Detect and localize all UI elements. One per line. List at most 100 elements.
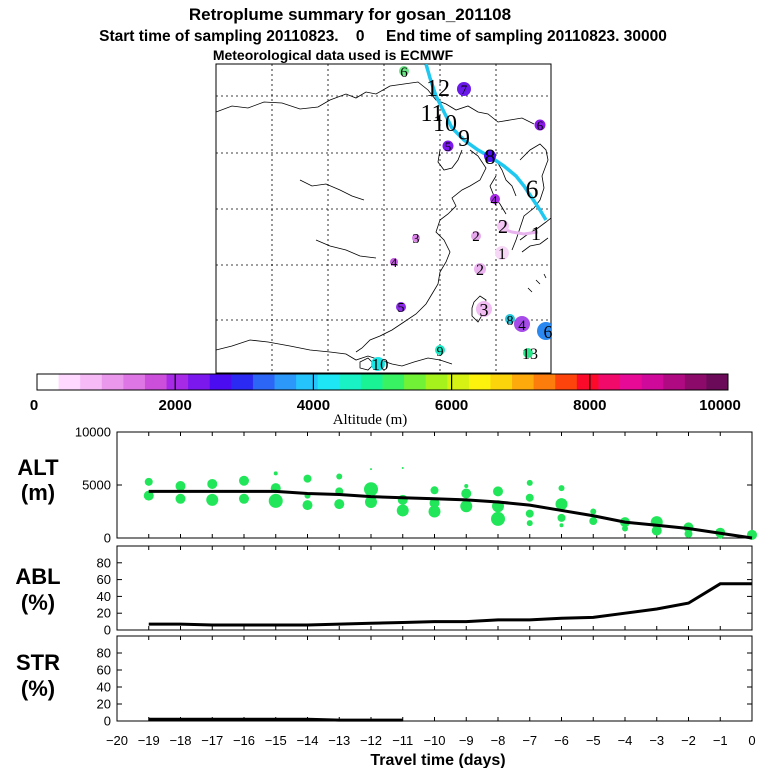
x-tick-label: −5 [586,733,601,748]
map-panel: 6 12 7 11 10 9 6 8 5 6 4 2 3 2 1 1 4 2 5… [215,63,553,374]
alt-panel-scatter-point [461,488,472,499]
alt-panel-series-line [148,489,753,540]
map-coastlines [216,81,551,371]
x-tick-label: −7 [522,733,537,748]
str-panel-ytick-label: 20 [97,697,111,712]
colorbar-segment [447,374,470,390]
map-marker [435,345,445,355]
map-label: 1 [531,223,541,245]
map-marker [390,258,398,266]
map-marker [471,231,481,241]
alt-panel-scatter-point [460,500,473,513]
colorbar-segment [490,374,513,390]
map-marker [523,348,533,358]
map-label: 2 [476,262,484,279]
x-tick-label: −18 [169,733,191,748]
map-marker [484,150,496,162]
colorbar-segment [360,374,383,390]
alt-panel-scatter-point [396,504,409,517]
alt-panel-scatter-point [559,523,564,528]
colorbar-tick-label: 6000 [435,397,468,414]
map-marker [399,66,409,76]
alt-panel-scatter-point [491,511,505,526]
alt-panel-scatter-point [526,520,533,527]
x-tick-label: −3 [649,733,664,748]
x-tick-label: −12 [360,733,382,748]
map-label: 6 [537,118,544,133]
map-gridlines [216,64,551,373]
x-tick-label: −6 [554,733,569,748]
alt-panel-scatter-point [365,495,377,508]
alt-panel-scatter-point [239,475,249,486]
alt-panel-scatter-point [175,493,186,504]
map-label: 2 [472,229,480,245]
colorbar-segment [512,374,535,390]
x-tick-label: −10 [423,733,445,748]
alt-panel-scatter-point [651,525,662,536]
x-tick-label: −4 [618,733,633,748]
alt-panel-scatter-point [239,493,249,504]
alt-panel-scatter-point [273,471,278,476]
colorbar-frame [36,373,729,391]
colorbar-segment [274,374,297,390]
map-marker [537,322,551,340]
colorbar-segment [296,374,319,390]
colorbar-segment [533,374,556,390]
colorbar-tick-label: 2000 [159,397,192,414]
colorbar-segment [58,374,81,390]
map-label: 9 [458,126,470,152]
map-label: 4 [491,194,498,209]
map-label: 10 [372,355,389,374]
alt-panel-ylabel-unit: (m) [21,480,55,505]
colorbar-segment [425,374,448,390]
abl-panel-ytick-label: 80 [97,555,111,570]
map-label: 5 [398,301,405,316]
x-tick-label: −15 [265,733,287,748]
str-panel-ytick-label: 40 [97,680,111,695]
map-label: 6 [544,322,553,342]
alt-panel-scatter-point [589,517,598,526]
alt-panel-scatter-point [684,529,693,538]
colorbar-segment [166,374,189,390]
alt-panel-scatter-point [370,468,372,471]
map-label: 6 [526,175,539,204]
alt-panel-ytick-label: 10000 [75,425,111,440]
str-panel-ylabel-unit: (%) [21,676,55,701]
x-tick-label: −1 [713,733,728,748]
map-marker [505,314,515,324]
alt-panel-scatter-point [429,498,440,509]
colorbar-segment [252,374,275,390]
colorbar-segment [598,374,621,390]
colorbar-tick-label: 10000 [699,397,741,414]
colorbar-segment [663,374,686,390]
map-marker [371,357,385,371]
alt-panel-scatter-point [428,505,441,518]
colorbar-segment [576,374,599,390]
str-panel-ylabel: STR [16,650,60,675]
colorbar-segment [37,374,59,390]
colorbar-segment [144,374,167,390]
map-label: 8 [507,314,514,329]
map-marker [396,302,406,312]
colorbar-tick-label: 4000 [297,397,330,414]
alt-panel-scatter-point [557,513,566,522]
str-panel-ytick-label: 0 [104,714,111,729]
alt-panel-scatter-point [364,482,378,497]
map-marker [495,246,509,260]
alt-panel-scatter-point [207,478,218,489]
alt-panel-scatter-point [401,467,404,470]
alt-panel-scatter-point [175,481,186,492]
map-label: 10 [433,111,457,137]
x-tick-label: −16 [233,733,255,748]
colorbar-segment [684,374,707,390]
abl-panel-ytick-label: 0 [104,623,111,638]
colorbar-segment [101,374,124,390]
map-label: 4 [391,255,398,270]
map-label: 8 [485,144,496,169]
abl-panel-series-line [148,582,752,627]
str-panel-ytick-label: 80 [97,646,111,661]
map-marker [490,194,500,204]
x-tick-label: −17 [201,733,223,748]
colorbar-segment [555,374,578,390]
